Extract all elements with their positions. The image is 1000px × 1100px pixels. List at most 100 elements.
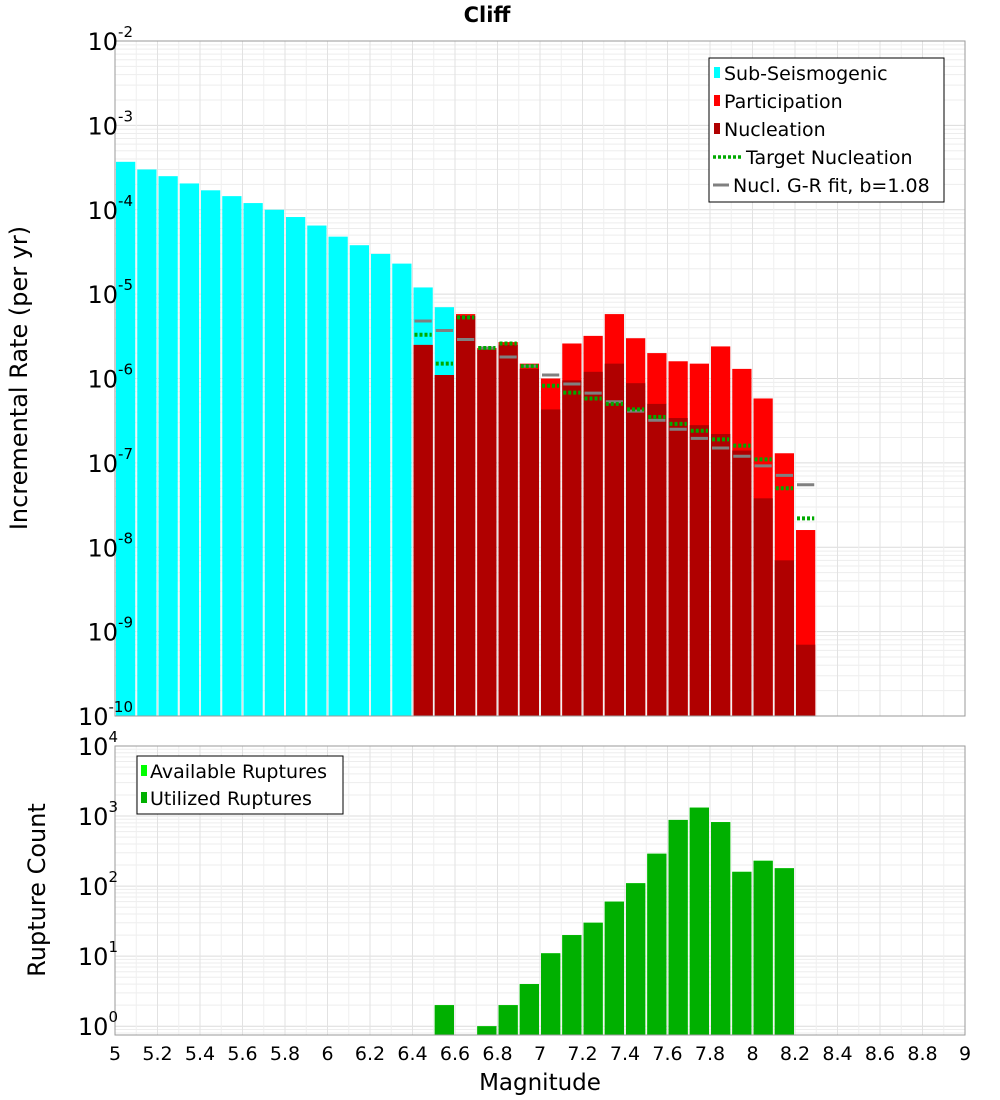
x-tick-label: 5.6 xyxy=(227,1043,257,1065)
bar-sub-seismogenic xyxy=(392,263,412,716)
x-tick-label: 5.4 xyxy=(185,1043,215,1065)
bar-utilized-ruptures xyxy=(711,822,731,1035)
legend-swatch-participation xyxy=(714,95,720,106)
bottom-bars xyxy=(434,807,794,1035)
x-tick-label: 6 xyxy=(321,1043,333,1065)
y-tick-label: 104 xyxy=(78,728,118,761)
bar-utilized-ruptures xyxy=(732,871,752,1035)
x-tick-label: 9 xyxy=(959,1043,971,1065)
bar-sub-seismogenic xyxy=(116,161,136,716)
x-axis-label: Magnitude xyxy=(479,1070,601,1096)
x-tick-label: 7.2 xyxy=(567,1043,597,1065)
bar-nucleation xyxy=(541,409,561,716)
x-tick-label: 8 xyxy=(746,1043,758,1065)
bar-sub-seismogenic xyxy=(243,203,263,716)
bar-sub-seismogenic xyxy=(286,217,306,716)
x-tick-label: 6.8 xyxy=(482,1043,512,1065)
y-tick-label: 10-3 xyxy=(87,107,133,140)
bar-utilized-ruptures xyxy=(434,1005,454,1035)
bar-nucleation xyxy=(711,433,731,716)
legend-label-sub-seismogenic: Sub-Seismogenic xyxy=(724,63,888,85)
bar-nucleation xyxy=(562,380,582,716)
x-tick-label: 8.6 xyxy=(865,1043,895,1065)
x-tick-label: 6.2 xyxy=(355,1043,385,1065)
bar-sub-seismogenic xyxy=(137,169,157,716)
chart-title: Cliff xyxy=(464,3,512,27)
bar-nucleation xyxy=(498,344,518,716)
bar-nucleation xyxy=(413,344,433,716)
y-tick-label: 10-9 xyxy=(87,614,133,647)
y-tick-label: 10-2 xyxy=(87,23,133,56)
bar-nucleation xyxy=(689,425,709,716)
bottom-legend-box xyxy=(136,755,344,815)
bar-nucleation xyxy=(732,450,752,716)
y-tick-label: 10-7 xyxy=(87,445,133,478)
top-line-markers xyxy=(414,315,815,521)
bar-nucleation xyxy=(519,368,539,716)
bar-utilized-ruptures xyxy=(519,984,539,1035)
top-plot-frame xyxy=(114,40,966,717)
bar-nucleation xyxy=(796,644,816,716)
bar-utilized-ruptures xyxy=(498,1005,518,1035)
x-tick-label: 7.6 xyxy=(652,1043,682,1065)
legend-label-participation: Participation xyxy=(724,91,843,113)
bar-utilized-ruptures xyxy=(774,868,794,1035)
x-tick-label: 5.8 xyxy=(270,1043,300,1065)
bar-sub-seismogenic xyxy=(179,183,199,716)
legend-label-gr-fit: Nucl. G-R fit, b=1.08 xyxy=(733,175,930,197)
bar-nucleation xyxy=(434,375,454,716)
bar-nucleation xyxy=(604,363,624,716)
legend-label-nucleation: Nucleation xyxy=(724,119,826,141)
legend-label-target-nucleation: Target Nucleation xyxy=(745,147,913,169)
bar-utilized-ruptures xyxy=(583,922,603,1035)
bar-utilized-ruptures xyxy=(753,860,773,1035)
bar-nucleation xyxy=(668,418,688,716)
bar-nucleation xyxy=(456,316,476,716)
bottom-legend: Available Ruptures Utilized Ruptures xyxy=(136,755,344,815)
bar-sub-seismogenic xyxy=(371,253,391,716)
bar-utilized-ruptures xyxy=(626,883,646,1035)
bar-sub-seismogenic xyxy=(349,245,369,717)
y-tick-label: 102 xyxy=(78,868,118,901)
x-tick-label: 5.2 xyxy=(142,1043,172,1065)
bar-sub-seismogenic xyxy=(158,176,178,716)
bar-nucleation xyxy=(647,403,667,716)
legend-label-available-ruptures: Available Ruptures xyxy=(150,761,327,783)
x-tick-label: 7 xyxy=(534,1043,546,1065)
top-y-axis-label: Incremental Rate (per yr) xyxy=(5,226,33,530)
y-tick-label: 10-4 xyxy=(87,192,133,225)
bar-nucleation xyxy=(753,498,773,716)
legend-swatch-nucleation xyxy=(714,123,720,134)
top-legend: Sub-Seismogenic Participation Nucleation… xyxy=(708,57,945,203)
bar-sub-seismogenic xyxy=(307,225,327,716)
bar-nucleation xyxy=(626,383,646,716)
bar-utilized-ruptures xyxy=(562,935,582,1035)
bar-utilized-ruptures xyxy=(477,1026,497,1035)
bar-nucleation xyxy=(774,560,794,716)
bar-utilized-ruptures xyxy=(668,819,688,1035)
x-tick-label: 8.2 xyxy=(780,1043,810,1065)
legend-swatch-utilized-ruptures xyxy=(141,792,147,803)
x-tick-label: 6.6 xyxy=(440,1043,470,1065)
legend-label-utilized-ruptures: Utilized Ruptures xyxy=(150,788,312,810)
bottom-plot-frame xyxy=(114,745,966,1036)
y-tick-label: 10-8 xyxy=(87,529,133,562)
legend-swatch-sub-seismogenic xyxy=(714,67,720,78)
y-tick-label: 10-10 xyxy=(78,698,133,731)
bar-nucleation xyxy=(477,349,497,716)
x-tick-label: 5 xyxy=(109,1043,121,1065)
bar-nucleation xyxy=(583,371,603,716)
bar-sub-seismogenic xyxy=(222,196,242,716)
bar-sub-seismogenic xyxy=(201,190,221,716)
legend-swatch-available-ruptures xyxy=(141,765,147,776)
y-tick-label: 10-5 xyxy=(87,276,133,309)
bar-sub-seismogenic xyxy=(264,209,284,716)
bottom-plot: 100 101 102 103 104 5 5.2 5.4 5.6 5.8 6 6.2 6.4 6.6 6… xyxy=(23,728,971,1096)
top-y-tick-labels: 10-10 10-9 10-8 10-7 10-6 10-5 10-4 10-3 10-2 xyxy=(78,23,133,731)
bar-utilized-ruptures xyxy=(689,807,709,1035)
bar-utilized-ruptures xyxy=(541,953,561,1035)
x-tick-label: 7.8 xyxy=(695,1043,725,1065)
y-tick-label: 101 xyxy=(78,938,118,971)
bar-sub-seismogenic xyxy=(328,236,348,716)
